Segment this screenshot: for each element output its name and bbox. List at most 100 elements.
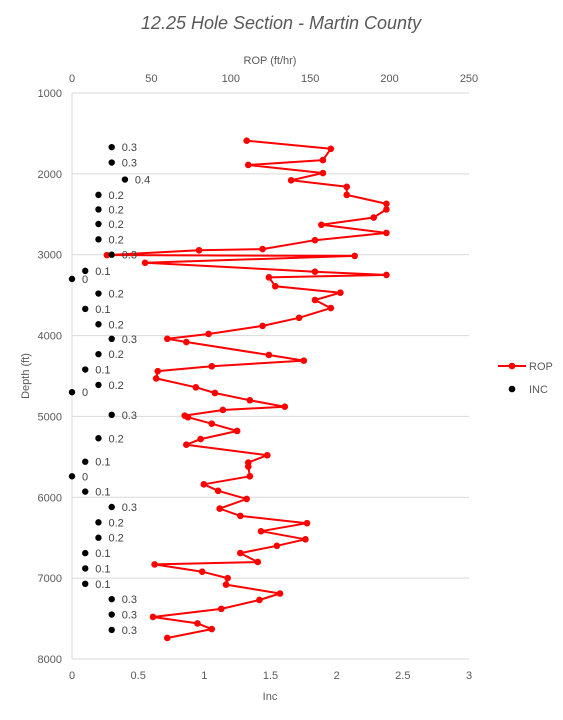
rop-point — [183, 338, 190, 346]
rop-point — [254, 558, 262, 566]
inc-point — [82, 488, 89, 495]
inc-point — [95, 290, 102, 297]
rop-point — [195, 246, 203, 254]
rop-point — [197, 435, 204, 443]
inc-data-label: 0.2 — [108, 234, 123, 246]
rop-point — [198, 568, 206, 575]
rop-point — [259, 245, 266, 253]
x-top-tick-label: 100 — [222, 73, 240, 85]
rop-point — [271, 282, 279, 290]
inc-point — [68, 388, 76, 396]
inc-point — [108, 335, 115, 343]
rop-point — [281, 403, 289, 411]
rop-point — [265, 274, 273, 281]
rop-point — [302, 536, 309, 543]
rop-point — [370, 214, 378, 221]
inc-series: 0.3 0.3 0.4 0.2 0.2 0.2 0.2 0.3 0.1 0 0.2 0.1 0.2 0.3… — [68, 142, 150, 637]
inc-data-label: 0.2 — [108, 319, 123, 331]
inc-data-label: 0 — [82, 274, 88, 286]
inc-point — [68, 275, 76, 283]
inc-point — [95, 350, 102, 358]
rop-point — [141, 259, 149, 267]
rop-point — [244, 463, 252, 470]
x-bottom-tick-label: 0.5 — [131, 670, 146, 682]
inc-point — [68, 473, 76, 480]
inc-data-label: 0.2 — [108, 204, 123, 216]
rop-point — [163, 634, 171, 642]
x-bottom-tick-label: 2.5 — [395, 670, 410, 682]
inc-data-label: 0.2 — [108, 533, 123, 545]
x-top-tick-label: 250 — [460, 73, 478, 85]
inc-point — [82, 549, 89, 557]
legend-rop-marker — [508, 362, 516, 370]
y-tick-label: 8000 — [38, 654, 62, 666]
inc-data-label: 0.3 — [122, 158, 137, 170]
inc-data-label: 0.2 — [108, 219, 123, 231]
rop-point — [327, 304, 335, 312]
inc-point — [95, 534, 102, 541]
rop-point — [246, 472, 254, 480]
inc-data-label: 0.1 — [95, 548, 110, 560]
rop-point — [383, 206, 390, 213]
rop-point — [184, 413, 192, 421]
x-top-axis-title: ROP (ft/hr) — [244, 55, 297, 67]
legend-rop-label: ROP — [529, 361, 553, 373]
rop-point — [217, 605, 225, 613]
rop-point — [343, 183, 351, 191]
inc-point — [108, 626, 115, 634]
chart-title: 12.25 Hole Section - Martin County — [141, 13, 422, 33]
rop-point — [318, 221, 325, 229]
rop-point — [383, 271, 390, 279]
rop-point — [311, 296, 319, 304]
y-tick-label: 6000 — [38, 492, 62, 504]
inc-data-label: 0.1 — [95, 304, 110, 316]
y-tick-label: 1000 — [38, 88, 62, 100]
inc-data-label: 0.1 — [95, 365, 110, 377]
rop-point — [287, 177, 295, 184]
rop-point — [383, 229, 390, 237]
inc-point — [95, 435, 102, 442]
x-bottom-tick-label: 2 — [334, 670, 340, 682]
inc-point — [95, 519, 102, 526]
inc-data-label: 0.2 — [108, 433, 123, 445]
inc-point — [108, 611, 115, 618]
y-axis-title: Depth (ft) — [20, 353, 32, 399]
inc-point — [95, 236, 102, 243]
rop-point — [243, 137, 250, 145]
rop-point — [337, 289, 344, 297]
legend: ROP INC — [498, 361, 553, 396]
rop-point — [311, 236, 319, 244]
inc-point — [95, 220, 102, 228]
inc-data-label: 0.2 — [108, 289, 123, 301]
inc-data-label: 0.1 — [95, 487, 110, 499]
inc-point — [82, 580, 89, 588]
rop-point — [303, 519, 311, 527]
rop-point — [224, 574, 231, 582]
inc-data-label: 0.3 — [122, 610, 137, 622]
rop-point — [259, 322, 266, 330]
inc-data-label: 0 — [82, 387, 88, 399]
inc-data-label: 0.3 — [122, 250, 137, 262]
rop-point — [233, 427, 241, 435]
inc-point — [95, 206, 102, 213]
inc-data-label: 0 — [82, 471, 88, 483]
y-tick-label: 4000 — [38, 331, 62, 343]
rop-point — [211, 389, 219, 397]
rop-point — [311, 268, 319, 275]
rop-point — [383, 200, 390, 208]
x-bottom-axis-title: Inc — [263, 691, 278, 703]
x-top-tick-label: 150 — [301, 73, 319, 85]
inc-point — [95, 191, 102, 199]
inc-data-label: 0.3 — [122, 142, 137, 154]
inc-data-label: 0.3 — [122, 410, 137, 422]
rop-point — [183, 441, 190, 449]
x-bottom-tick-label: 0 — [69, 670, 75, 682]
inc-data-label: 0.1 — [95, 457, 110, 469]
rop-series — [103, 137, 390, 642]
rop-point — [205, 330, 212, 338]
y-tick-label: 5000 — [38, 411, 62, 423]
inc-data-label: 0.3 — [122, 334, 137, 346]
rop-point — [200, 481, 208, 488]
